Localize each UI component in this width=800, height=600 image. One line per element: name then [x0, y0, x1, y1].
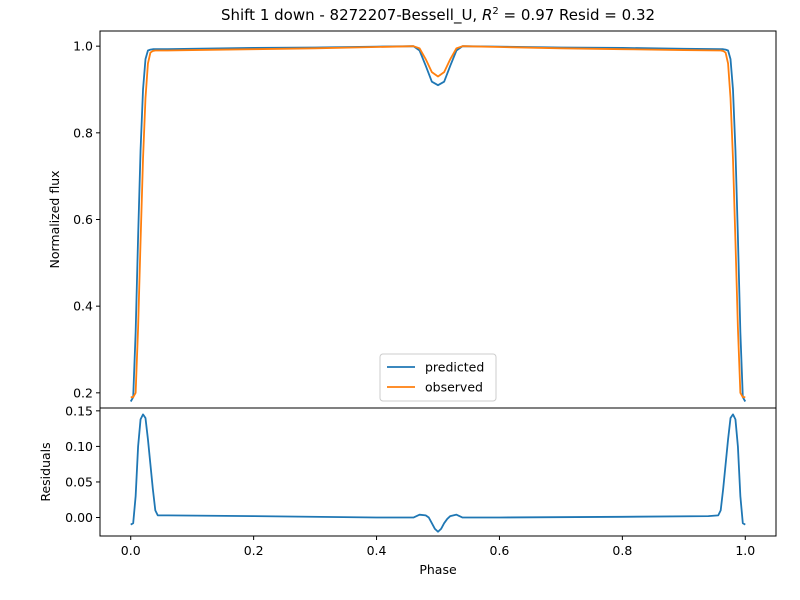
y-tick-label: 0.00: [65, 510, 93, 525]
y-tick-label: 0.10: [65, 439, 93, 454]
x-tick-label: 0.8: [612, 543, 632, 558]
residuals-y-axis-label: Residuals: [38, 442, 53, 501]
y-tick-label: 0.6: [73, 212, 93, 227]
residuals-lines: [130, 413, 746, 533]
x-tick-label: 0.2: [244, 543, 264, 558]
y-tick-label: 0.2: [73, 385, 93, 400]
residuals-axes-frame: [99, 407, 777, 537]
flux-y-ticks: 0.2 0.4 0.6 0.8 1.0: [73, 39, 100, 400]
flux-axes-frame: [99, 30, 777, 409]
flux-lines: [129, 45, 747, 402]
legend-frame: [379, 353, 497, 402]
x-tick-label: 0.6: [490, 543, 510, 558]
legend-label-predicted: predicted: [425, 360, 484, 375]
y-tick-label: 1.0: [73, 39, 93, 54]
y-tick-label: 0.4: [73, 299, 93, 314]
y-tick-label: 0.8: [73, 125, 93, 140]
series-line-predicted: [129, 45, 747, 402]
flux-panel: 0.2 0.4 0.6 0.8 1.0 Normalized flux predicte…: [47, 30, 777, 409]
legend: predicted observed: [379, 353, 497, 402]
series-line-observed: [130, 45, 746, 399]
residuals-y-ticks: 0.00 0.05 0.10 0.15: [65, 403, 100, 525]
chart-title: Shift 1 down - 8272207-Bessell_U, R2 = 0…: [221, 6, 655, 25]
legend-label-observed: observed: [425, 380, 483, 395]
x-tick-label: 0.0: [121, 543, 141, 558]
x-axis-label: Phase: [419, 562, 457, 577]
y-tick-label: 0.15: [65, 403, 93, 418]
residuals-panel: 0.00 0.05 0.10 0.15 0.0 0.2 0.4 0.6 0.8 1.0 Resi…: [38, 403, 777, 577]
series-line-residuals: [130, 413, 746, 533]
x-ticks: 0.0 0.2 0.4 0.6 0.8 1.0: [121, 536, 755, 558]
x-tick-label: 1.0: [735, 543, 755, 558]
x-tick-label: 0.4: [367, 543, 387, 558]
y-tick-label: 0.05: [65, 474, 93, 489]
flux-y-axis-label: Normalized flux: [47, 170, 62, 268]
